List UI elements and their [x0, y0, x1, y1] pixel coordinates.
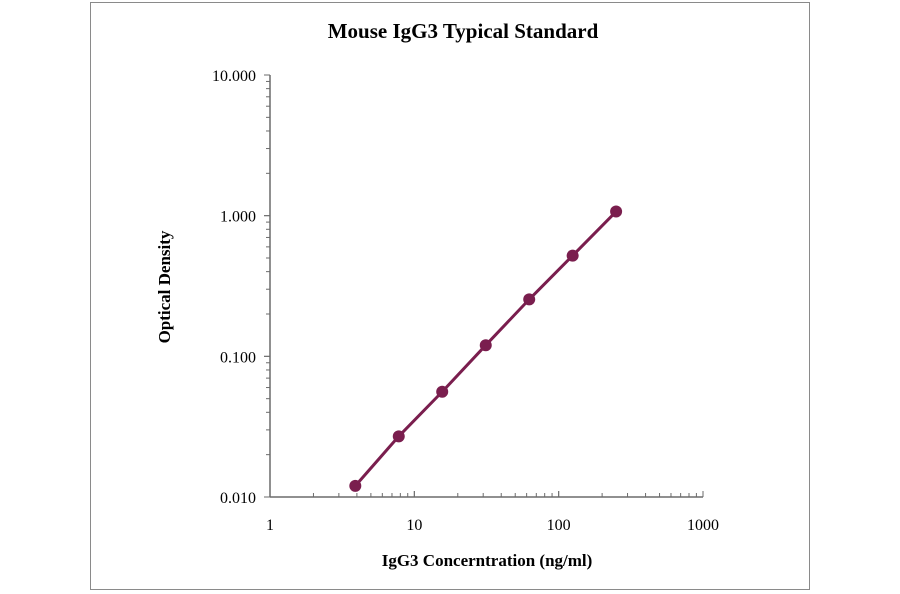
- data-point: [392, 430, 405, 443]
- y-tick-label: 0.010: [220, 490, 256, 507]
- chart-title: Mouse IgG3 Typical Standard: [328, 19, 599, 43]
- y-tick-label: 10.000: [212, 68, 256, 85]
- series-marks: [349, 205, 623, 492]
- chart-frame: [90, 2, 810, 590]
- data-point: [436, 385, 449, 398]
- x-tick-label: 1: [266, 517, 274, 534]
- y-tick-label: 0.100: [220, 349, 256, 366]
- x-tick-label: 1000: [687, 517, 719, 534]
- axes: [264, 74, 704, 498]
- y-tick-label: 1.000: [220, 209, 256, 226]
- x-tick-label: 10: [406, 517, 422, 534]
- data-point: [610, 205, 623, 218]
- data-point: [566, 249, 579, 262]
- data-point: [523, 293, 536, 306]
- x-axis-label: IgG3 Concerntration (ng/ml): [382, 551, 593, 570]
- data-point: [349, 479, 362, 492]
- data-point: [479, 339, 492, 352]
- tick-labels: 1 10 100 1000 0.010 0.100 1.000 10.000: [212, 68, 719, 534]
- x-tick-label: 100: [547, 517, 571, 534]
- y-axis-label: Optical Density: [155, 230, 174, 343]
